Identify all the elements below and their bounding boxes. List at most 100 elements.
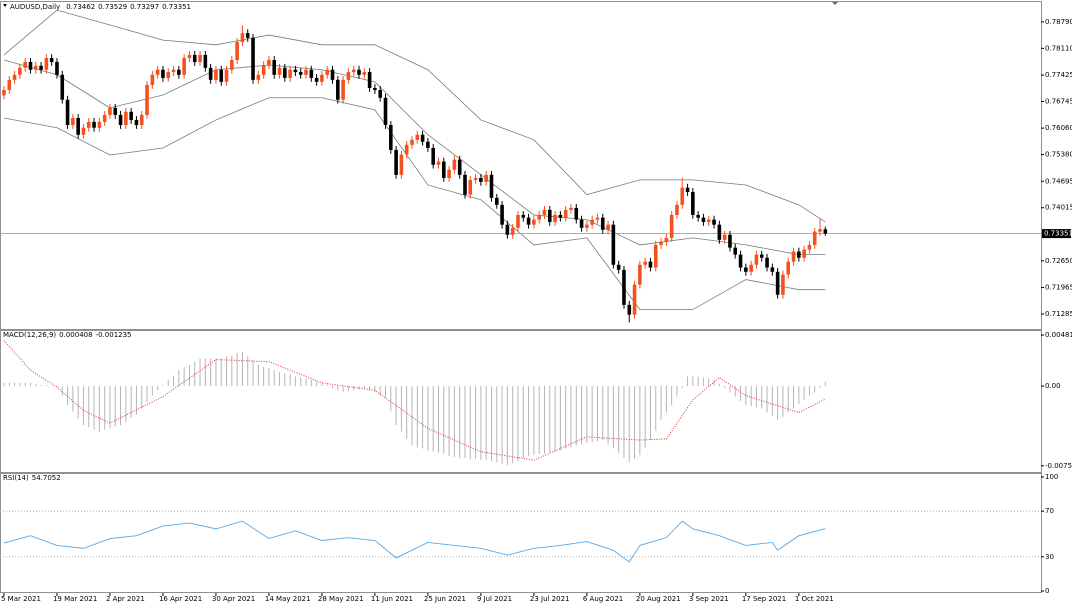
price-tag [1042, 229, 1071, 239]
candle-body [728, 234, 732, 248]
candle-body [638, 264, 642, 285]
candle-body [277, 67, 282, 75]
x-tick-label: 16 Apr 2021 [159, 595, 202, 603]
candle-body [23, 61, 27, 68]
x-tick-label: 17 Sep 2021 [742, 595, 786, 603]
candle-body [76, 118, 80, 135]
candle-body [177, 69, 181, 75]
candle-body [124, 111, 128, 126]
candle-body [452, 159, 457, 170]
candle-body [648, 261, 653, 268]
candle-body [139, 114, 144, 126]
candle-body [473, 177, 478, 180]
candle-body [680, 187, 685, 205]
signal-line [3, 340, 826, 461]
candle-body [696, 214, 700, 218]
candle-body [558, 214, 563, 218]
candle-body [224, 69, 229, 82]
candle-body [192, 54, 197, 62]
candle-body [92, 121, 96, 128]
x-tick-label: 23 Jul 2021 [530, 595, 570, 603]
candle-body [484, 174, 488, 182]
candle-body [431, 147, 435, 165]
candle-body [510, 227, 515, 235]
candle-body [351, 69, 356, 73]
candle-body [118, 114, 123, 126]
candle-body [685, 187, 690, 192]
candle-body [733, 247, 738, 255]
y-tick-label: 0.75380 [1045, 151, 1072, 159]
y-tick-label: 0.72650 [1045, 257, 1072, 265]
candle-body [373, 88, 377, 90]
candle-body [18, 67, 22, 75]
candle-body [542, 209, 547, 215]
candle-body [701, 217, 706, 222]
candle-body [505, 224, 510, 235]
candle-body [632, 284, 637, 315]
candle-body [166, 72, 171, 78]
candle-body [33, 65, 38, 70]
candle-body [320, 74, 324, 82]
candle-body [590, 219, 594, 225]
candle-body [812, 231, 817, 245]
title-part: 0.73529 [98, 3, 127, 11]
y-tick-label: 0 [1045, 587, 1049, 595]
candle-body [807, 244, 812, 250]
candle-body [691, 191, 695, 215]
y-tick-label: -0.007537 [1045, 462, 1072, 470]
candle-body [553, 214, 557, 222]
y-tick-label: 0.78110 [1045, 44, 1072, 52]
candle-body [489, 174, 494, 198]
candle-body [643, 261, 647, 265]
candle-body [214, 69, 218, 80]
candle-body [49, 58, 54, 62]
candle-body [749, 264, 753, 272]
candle-body [574, 207, 579, 220]
candle-body [383, 97, 388, 126]
x-tick-label: 11 Jun 2021 [371, 595, 413, 603]
candle-body [616, 264, 621, 270]
candle-body [145, 84, 149, 115]
y-tick-label: 0.78790 [1045, 18, 1072, 26]
candle-body [245, 33, 250, 38]
y-tick-label: 0.74015 [1045, 204, 1072, 212]
candle-body [823, 229, 828, 234]
y-tick-label: 0.77425 [1045, 71, 1072, 79]
candle-body [547, 209, 552, 222]
candle-body [261, 65, 266, 75]
title-part: MACD(12,26,9) [3, 331, 56, 339]
title-part: 0.000408 [59, 331, 92, 339]
candle-body [532, 219, 536, 225]
candle-body [283, 67, 287, 78]
candle-body [494, 197, 499, 205]
candle-body [65, 99, 70, 126]
candle-body [457, 159, 462, 175]
candle-body [219, 69, 224, 82]
candle-body [362, 72, 367, 75]
rsi-panel [0, 473, 1042, 593]
candle-body [341, 79, 345, 100]
bollinger-upper [3, 9, 826, 223]
y-tick-label: 0.76060 [1045, 124, 1072, 132]
x-tick-label: 14 May 2021 [265, 595, 311, 603]
y-tick-label: 0.71965 [1045, 284, 1072, 292]
y-tick-label: 100 [1045, 473, 1058, 481]
candle-body [611, 224, 616, 265]
x-tick-label: 1 Oct 2021 [795, 595, 834, 603]
candle-body [669, 214, 674, 238]
x-tick-label: 5 Mar 2021 [1, 595, 41, 603]
x-tick-label: 2 Apr 2021 [106, 595, 145, 603]
candle-body [187, 54, 192, 59]
x-tick-label: 6 Aug 2021 [583, 595, 623, 603]
candle-body [722, 234, 727, 240]
candle-body [346, 72, 351, 80]
candle-body [791, 251, 796, 262]
candle-body [659, 241, 663, 245]
macd-panel [0, 330, 1042, 473]
candle-body [314, 77, 319, 82]
candle-body [394, 149, 398, 175]
candle-body [500, 204, 504, 225]
